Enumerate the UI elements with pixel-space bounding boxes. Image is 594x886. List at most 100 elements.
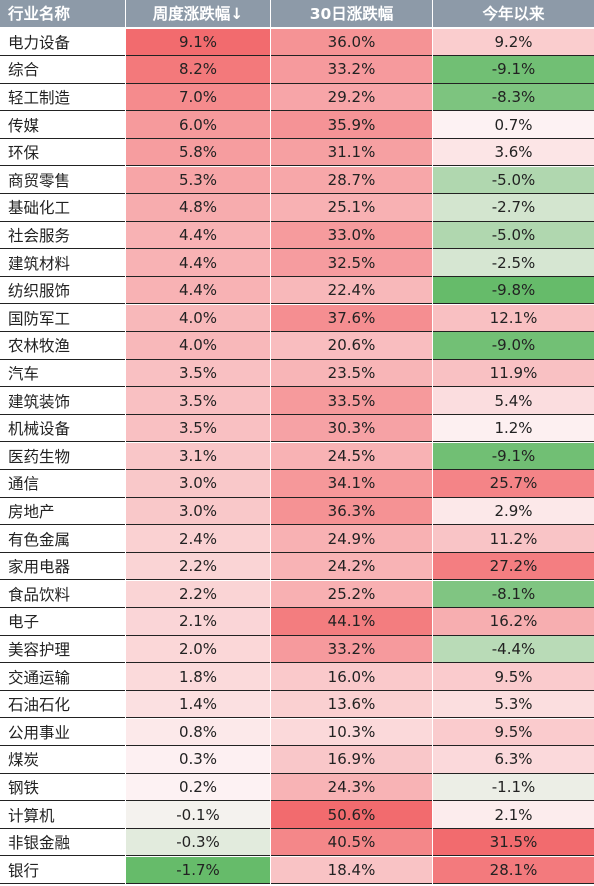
weekly-change-cell: 3.1%: [126, 442, 270, 471]
weekly-change-cell: -1.7%: [126, 856, 270, 885]
industry-name-cell: 有色金属: [0, 525, 125, 553]
table-row: 环保 5.8% 31.1% 3.6%: [0, 138, 594, 168]
table-row: 食品饮料 2.2% 25.2% -8.1%: [0, 580, 594, 610]
industry-name-cell: 电子: [0, 608, 125, 636]
industry-name-cell: 综合: [0, 56, 125, 84]
ytd-change-cell: 2.1%: [433, 801, 594, 829]
thirty-day-change-cell: 10.3%: [271, 718, 432, 747]
ytd-change-cell: 0.7%: [433, 111, 594, 139]
thirty-day-change-cell: 44.1%: [271, 608, 432, 636]
weekly-change-cell: 9.1%: [126, 28, 270, 57]
industry-name-cell: 建筑材料: [0, 249, 125, 277]
thirty-day-change-cell: 29.2%: [271, 83, 432, 112]
table-row: 农林牧渔 4.0% 20.6% -9.0%: [0, 332, 594, 361]
industry-name-cell: 钢铁: [0, 773, 125, 802]
industry-name-cell: 纺织服饰: [0, 276, 125, 305]
ytd-change-cell: 5.3%: [433, 690, 594, 719]
ytd-change-cell: 5.4%: [433, 387, 594, 415]
thirty-day-change-cell: 16.0%: [271, 663, 432, 691]
ytd-change-cell: -2.7%: [433, 194, 594, 222]
table-row: 石油石化 1.4% 13.6% 5.3%: [0, 690, 594, 720]
table-row: 房地产 3.0% 36.3% 2.9%: [0, 497, 594, 527]
table-row: 有色金属 2.4% 24.9% 11.2%: [0, 525, 594, 554]
weekly-change-cell: -0.3%: [126, 828, 270, 857]
weekly-change-cell: 0.3%: [126, 746, 270, 774]
weekly-change-cell: 4.4%: [126, 249, 270, 277]
weekly-change-cell: 4.4%: [126, 276, 270, 305]
header-ytd-change[interactable]: 今年以来: [433, 0, 594, 27]
table-row: 电力设备 9.1% 36.0% 9.2%: [0, 28, 594, 58]
thirty-day-change-cell: 23.5%: [271, 359, 432, 388]
ytd-change-cell: 3.6%: [433, 138, 594, 167]
ytd-change-cell: 28.1%: [433, 856, 594, 885]
thirty-day-change-cell: 33.2%: [271, 635, 432, 664]
table-row: 国防军工 4.0% 37.6% 12.1%: [0, 304, 594, 334]
thirty-day-change-cell: 24.5%: [271, 442, 432, 471]
industry-name-cell: 家用电器: [0, 552, 125, 581]
weekly-change-cell: 4.0%: [126, 332, 270, 360]
header-industry-name[interactable]: 行业名称: [0, 0, 125, 27]
table-row: 纺织服饰 4.4% 22.4% -9.8%: [0, 276, 594, 306]
weekly-change-cell: 1.4%: [126, 690, 270, 719]
header-weekly-change[interactable]: 周度涨跌幅↓: [126, 0, 270, 27]
ytd-change-cell: -5.0%: [433, 221, 594, 250]
table-row: 传媒 6.0% 35.9% 0.7%: [0, 111, 594, 140]
industry-name-cell: 轻工制造: [0, 83, 125, 112]
weekly-change-cell: 2.1%: [126, 608, 270, 636]
weekly-change-cell: 7.0%: [126, 83, 270, 112]
thirty-day-change-cell: 35.9%: [271, 111, 432, 139]
thirty-day-change-cell: 28.7%: [271, 166, 432, 195]
ytd-change-cell: 2.9%: [433, 497, 594, 526]
ytd-change-cell: 11.9%: [433, 359, 594, 388]
thirty-day-change-cell: 33.5%: [271, 387, 432, 415]
weekly-change-cell: 2.2%: [126, 580, 270, 609]
table-row: 基础化工 4.8% 25.1% -2.7%: [0, 194, 594, 223]
table-row: 机械设备 3.5% 30.3% 1.2%: [0, 414, 594, 444]
table-row: 非银金融 -0.3% 40.5% 31.5%: [0, 828, 594, 858]
weekly-change-cell: 1.8%: [126, 663, 270, 691]
weekly-change-cell: -0.1%: [126, 801, 270, 829]
thirty-day-change-cell: 36.0%: [271, 28, 432, 57]
ytd-change-cell: 9.5%: [433, 718, 594, 747]
weekly-change-cell: 8.2%: [126, 56, 270, 84]
weekly-change-cell: 3.5%: [126, 359, 270, 388]
thirty-day-change-cell: 50.6%: [271, 801, 432, 829]
ytd-change-cell: 16.2%: [433, 608, 594, 636]
industry-name-cell: 建筑装饰: [0, 387, 125, 415]
thirty-day-change-cell: 37.6%: [271, 304, 432, 333]
table-row: 钢铁 0.2% 24.3% -1.1%: [0, 773, 594, 803]
ytd-change-cell: 11.2%: [433, 525, 594, 553]
industry-name-cell: 基础化工: [0, 194, 125, 222]
industry-name-cell: 煤炭: [0, 746, 125, 774]
ytd-change-cell: -9.1%: [433, 56, 594, 84]
table-row: 医药生物 3.1% 24.5% -9.1%: [0, 442, 594, 472]
ytd-change-cell: -9.8%: [433, 276, 594, 305]
thirty-day-change-cell: 40.5%: [271, 828, 432, 857]
ytd-change-cell: 9.2%: [433, 28, 594, 57]
thirty-day-change-cell: 24.2%: [271, 552, 432, 581]
table-header-row: 行业名称 周度涨跌幅↓ 30日涨跌幅 今年以来: [0, 0, 594, 28]
thirty-day-change-cell: 13.6%: [271, 690, 432, 719]
ytd-change-cell: 27.2%: [433, 552, 594, 581]
table-row: 计算机 -0.1% 50.6% 2.1%: [0, 801, 594, 830]
industry-name-cell: 房地产: [0, 497, 125, 526]
industry-name-cell: 社会服务: [0, 221, 125, 250]
industry-name-cell: 汽车: [0, 359, 125, 388]
industry-name-cell: 计算机: [0, 801, 125, 829]
weekly-change-cell: 5.8%: [126, 138, 270, 167]
table-row: 煤炭 0.3% 16.9% 6.3%: [0, 746, 594, 775]
industry-name-cell: 石油石化: [0, 690, 125, 719]
ytd-change-cell: 6.3%: [433, 746, 594, 774]
thirty-day-change-cell: 32.5%: [271, 249, 432, 277]
weekly-change-cell: 2.0%: [126, 635, 270, 664]
industry-name-cell: 通信: [0, 470, 125, 498]
header-30d-change[interactable]: 30日涨跌幅: [271, 0, 432, 27]
ytd-change-cell: -4.4%: [433, 635, 594, 664]
ytd-change-cell: -1.1%: [433, 773, 594, 802]
thirty-day-change-cell: 16.9%: [271, 746, 432, 774]
weekly-change-cell: 4.4%: [126, 221, 270, 250]
industry-name-cell: 交通运输: [0, 663, 125, 691]
industry-name-cell: 医药生物: [0, 442, 125, 471]
industry-name-cell: 公用事业: [0, 718, 125, 747]
